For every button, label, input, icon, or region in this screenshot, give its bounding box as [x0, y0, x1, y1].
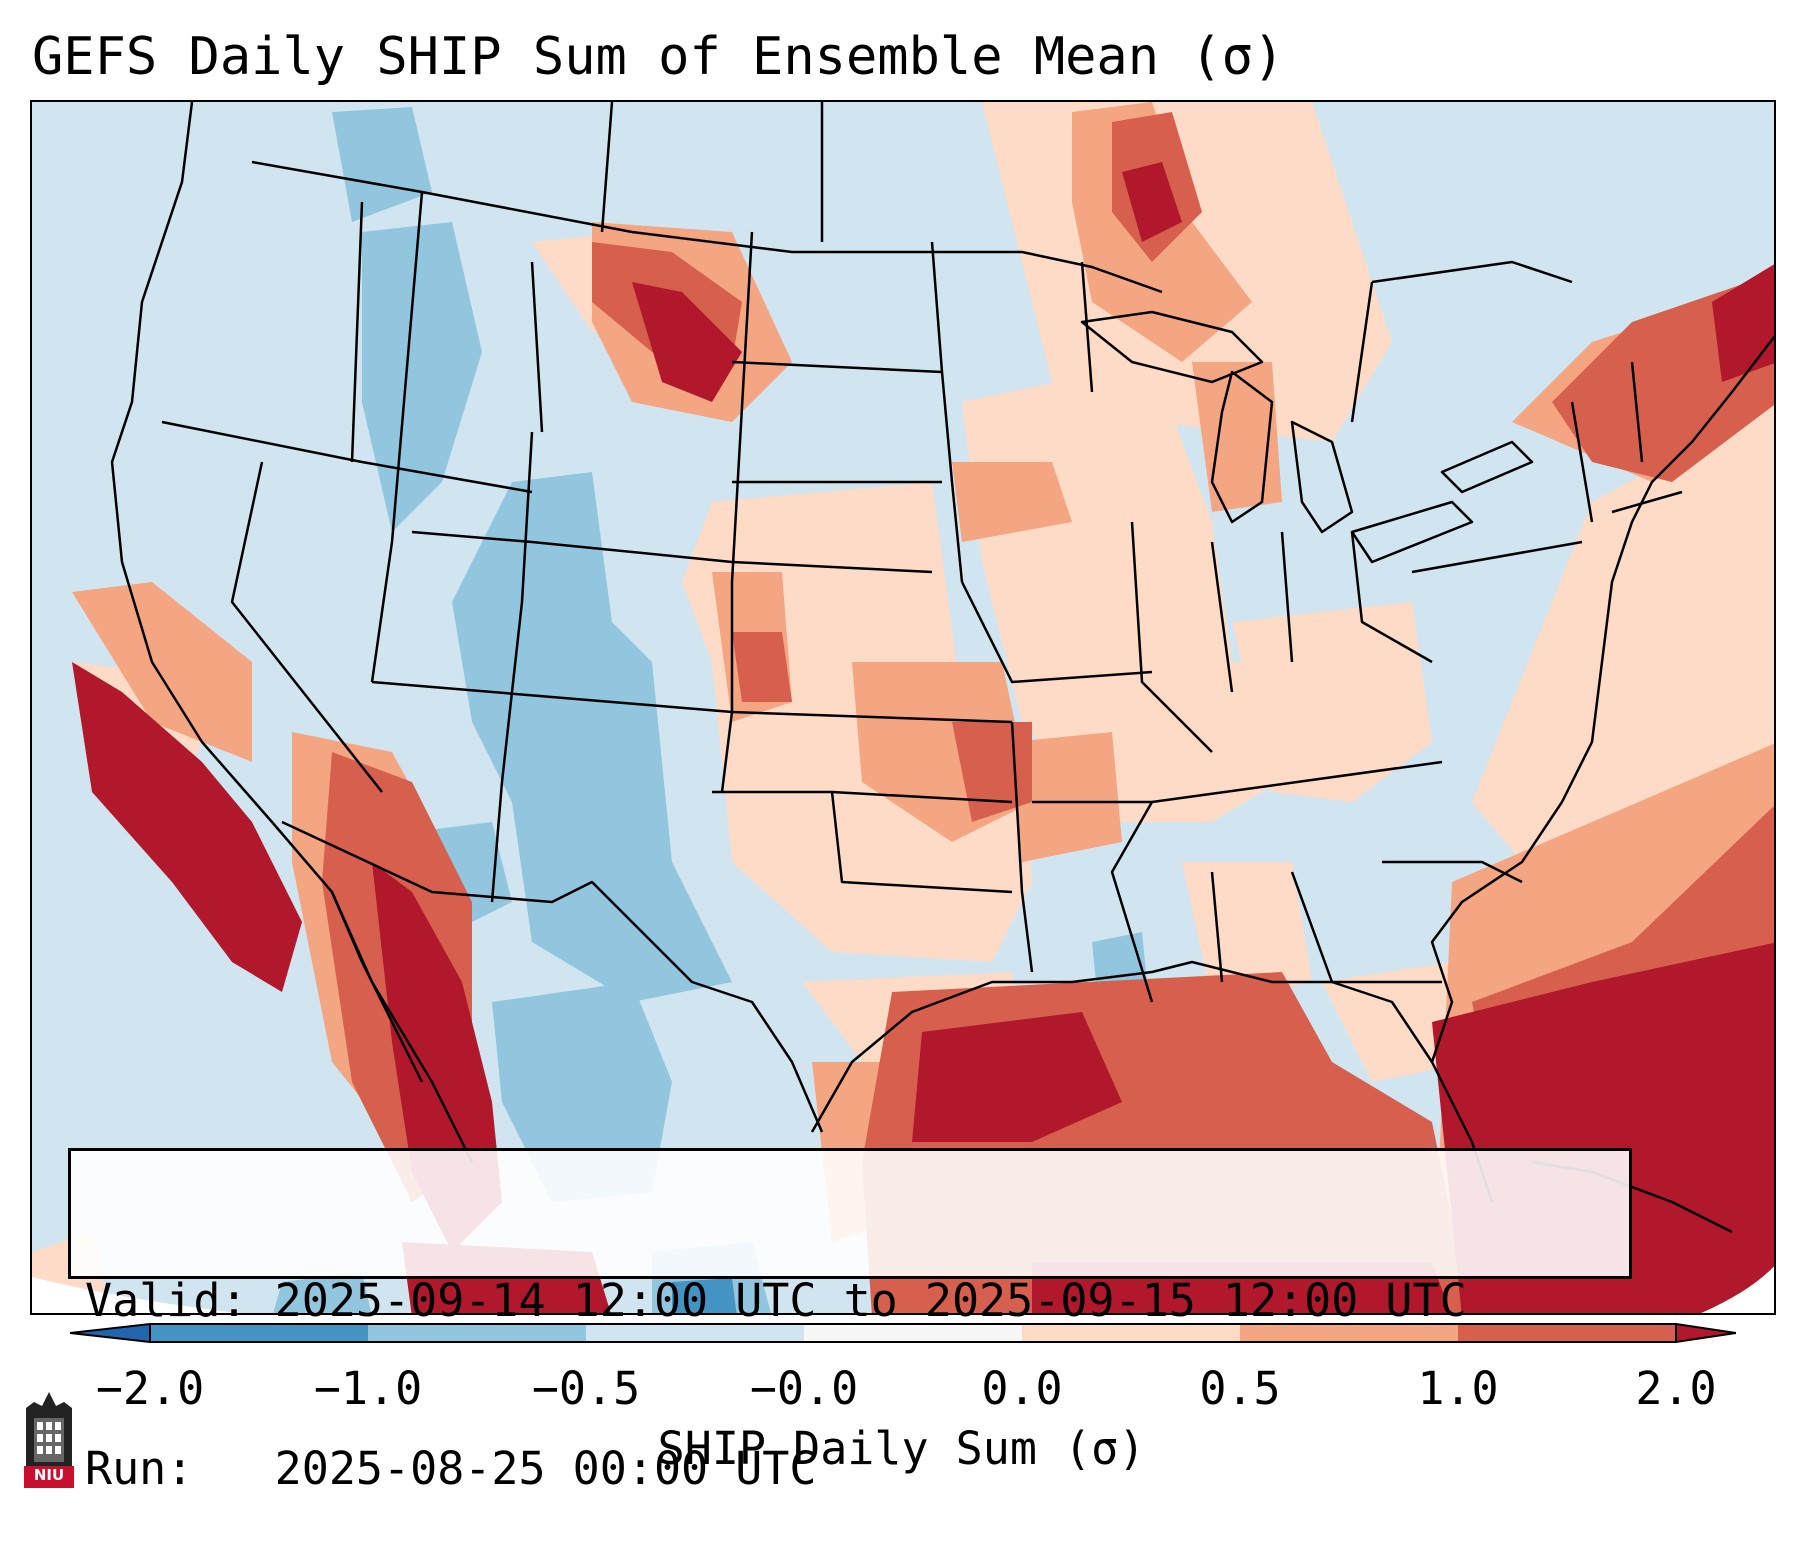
- colorbar-tick: −0.5: [531, 1362, 641, 1415]
- run-info-box: Valid: 2025-09-14 12:00 UTC to 2025-09-1…: [68, 1148, 1632, 1495]
- colorbar-segment-2: [368, 1324, 586, 1342]
- colorbar-tick: 1.0: [1417, 1362, 1499, 1415]
- run-time-text: Run: 2025-08-25 00:00 UTC: [85, 1442, 817, 1495]
- colorbar-tick: 2.0: [1635, 1362, 1717, 1415]
- colorbar: [70, 1322, 1736, 1344]
- colorbar-under-triangle: [70, 1322, 151, 1344]
- strong-negative-area: [672, 1278, 737, 1313]
- niu-logo: NIU: [20, 1388, 78, 1488]
- colorbar-segment-6: [1240, 1324, 1458, 1342]
- niu-tower-icon: [24, 1392, 74, 1488]
- colorbar-segment-5: [1022, 1324, 1240, 1342]
- map-panel: [30, 100, 1776, 1315]
- ship-map: [32, 102, 1774, 1313]
- colorbar-segment-1: [150, 1324, 368, 1342]
- colorbar-tick: 0.5: [1199, 1362, 1281, 1415]
- colorbar-segment-4: [804, 1324, 1022, 1342]
- colorbar-segment-3: [586, 1324, 804, 1342]
- valid-time-text: Valid: 2025-09-14 12:00 UTC to 2025-09-1…: [85, 1274, 1467, 1327]
- colorbar-tick: −1.0: [313, 1362, 423, 1415]
- chart-title: GEFS Daily SHIP Sum of Ensemble Mean (σ): [32, 27, 1285, 87]
- colorbar-tick: −2.0: [95, 1362, 205, 1415]
- colorbar-label: SHIP Daily Sum (σ): [657, 1422, 1146, 1475]
- colorbar-tick: −0.0: [749, 1362, 859, 1415]
- colorbar-tick: 0.0: [981, 1362, 1063, 1415]
- colorbar-segment-7: [1458, 1324, 1676, 1342]
- colorbar-over-triangle: [1675, 1322, 1736, 1344]
- boundaries: [110, 102, 1774, 1234]
- niu-logo-text: NIU: [33, 1466, 65, 1484]
